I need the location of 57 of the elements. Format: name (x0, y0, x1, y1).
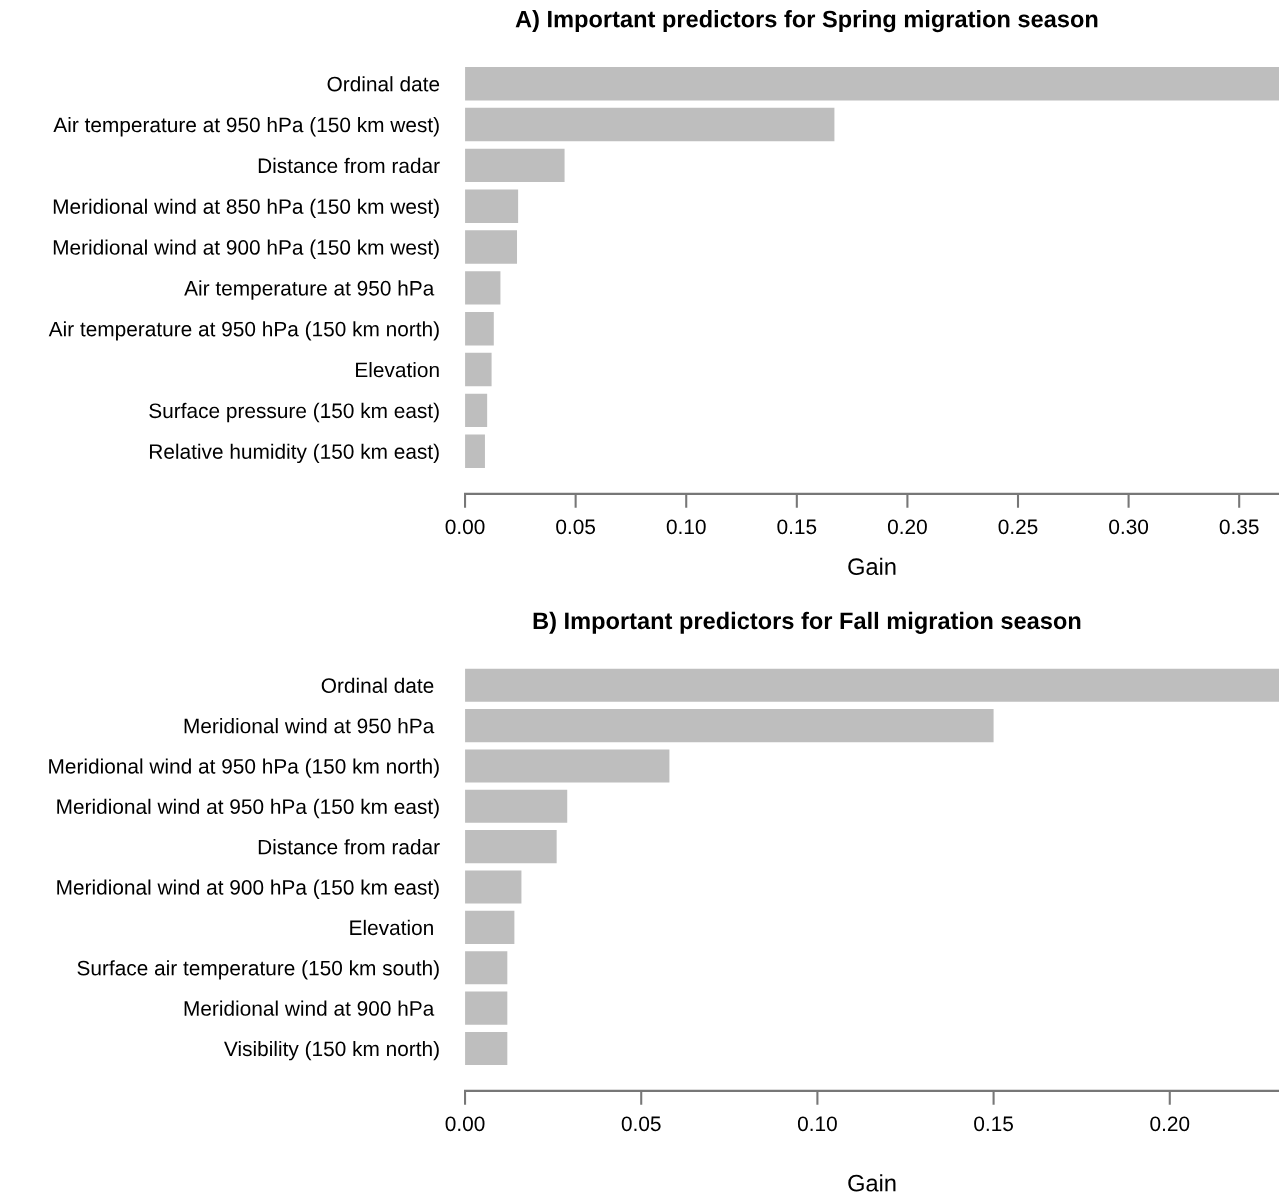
y-tick-label: Air temperature at 950 hPa (150 km west) (53, 116, 439, 137)
y-tick-label: Surface air temperature (150 km south) (77, 960, 439, 980)
bar (465, 393, 488, 428)
y-tick-label: Elevation (356, 361, 439, 378)
y-tick-label: Ordinal date (327, 76, 440, 92)
chart-title: A) Important predictors for Spring migration season (515, 10, 1098, 33)
x-tick-label: 0.00 (445, 1116, 485, 1132)
y-tick-label: Elevation (350, 919, 433, 936)
bar (465, 668, 1279, 702)
y-tick-label: Meridional wind at 900 hPa (184, 1000, 435, 1016)
y-tick-label: Surface pressure (150 km east) (149, 402, 439, 423)
x-tick-label: 0.15 (777, 519, 817, 535)
x-tick-label: 0.20 (1150, 1116, 1190, 1132)
x-tick-label: 0.15 (974, 1116, 1013, 1132)
y-tick-label: Air temperature at 950 hPa (150 km north) (48, 321, 439, 341)
y-tick-label: Meridional wind at 950 hPa (150 km east) (57, 798, 439, 819)
x-tick-label: 0.35 (1219, 519, 1259, 535)
bar (465, 352, 492, 387)
bar (465, 789, 568, 823)
x-axis-title: Gain (848, 1174, 896, 1192)
y-tick-label: Distance from radar (258, 839, 440, 855)
x-tick-label: 0.05 (556, 519, 596, 535)
x-tick-label: 0.20 (887, 519, 927, 535)
x-tick-label: 0.30 (1109, 519, 1149, 535)
y-tick-label: Visibility (150 km north) (224, 1040, 439, 1061)
bar (465, 991, 508, 1025)
bar (465, 66, 1279, 101)
y-tick-label: Meridional wind at 950 hPa (184, 718, 435, 734)
bar (465, 830, 557, 864)
x-tick-label: 0.10 (797, 1116, 837, 1132)
y-tick-label: Ordinal date (321, 677, 434, 693)
y-tick-label: Distance from radar (258, 157, 440, 174)
y-tick-label: Air temperature at 950 hPa (184, 280, 435, 300)
x-tick-label: 0.25 (998, 519, 1038, 535)
y-tick-label: Meridional wind at 850 hPa (150 km west) (53, 198, 439, 219)
bar (465, 230, 518, 264)
y-tick-label: Meridional wind at 900 hPa (150 km west) (53, 239, 439, 259)
bar (465, 271, 501, 305)
y-tick-label: Relative humidity (150 km east) (149, 443, 439, 464)
bar (465, 709, 994, 743)
y-tick-label: Meridional wind at 950 hPa (150 km north) (49, 758, 439, 778)
bar (465, 434, 485, 468)
y-tick-label: Meridional wind at 900 hPa (150 km east) (57, 879, 439, 899)
bar (465, 189, 519, 223)
x-axis-title: Gain (848, 557, 896, 576)
bar (465, 148, 565, 183)
x-tick-label: 0.10 (666, 519, 706, 535)
bar (465, 910, 515, 944)
bar (465, 1031, 508, 1065)
bar (465, 107, 835, 142)
chart-title: B) Important predictors for Fall migration season (533, 611, 1081, 634)
bar (465, 870, 522, 904)
x-tick-label: 0.05 (621, 1116, 661, 1132)
bar (465, 311, 494, 346)
bar (465, 749, 670, 783)
bar (465, 951, 508, 985)
x-tick-label: 0.00 (445, 519, 485, 535)
